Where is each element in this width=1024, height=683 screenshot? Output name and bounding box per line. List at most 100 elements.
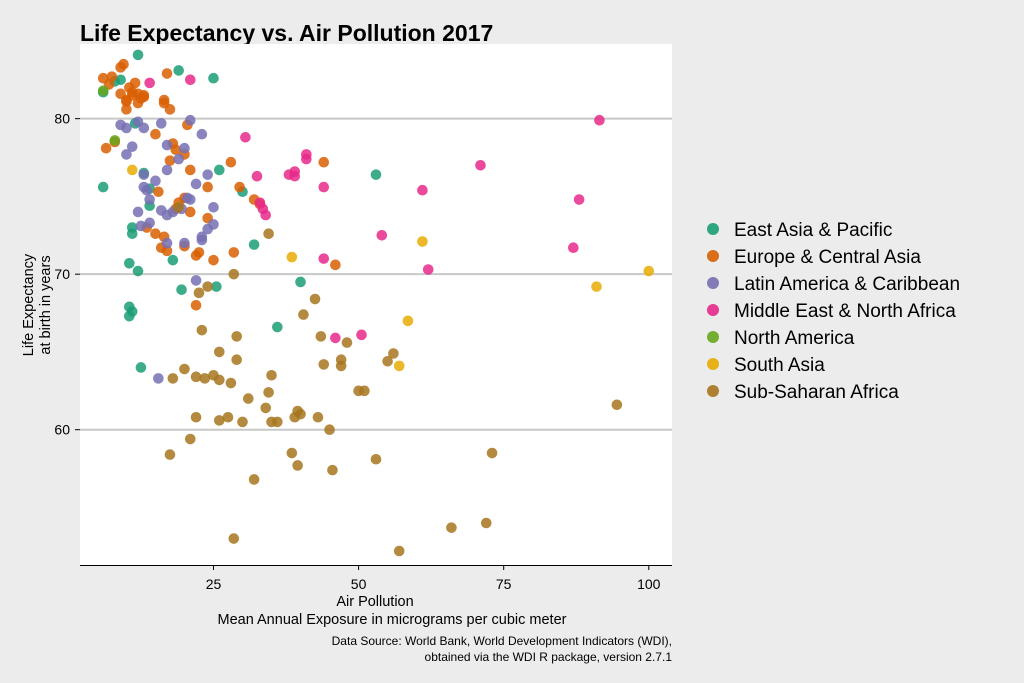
data-point-sub-saharan-africa bbox=[370, 453, 382, 465]
data-point-latin-america-caribbean bbox=[135, 220, 147, 232]
data-point-europe-central-asia bbox=[228, 247, 240, 258]
data-point-east-asia-pacific bbox=[135, 362, 147, 373]
data-point-europe-central-asia bbox=[193, 247, 205, 258]
legend-marker-sub-saharan-africa bbox=[707, 385, 719, 397]
legend-label-middle-east-north-africa: Middle East & North Africa bbox=[734, 301, 956, 322]
data-point-latin-america-caribbean bbox=[173, 153, 184, 165]
data-point-south-asia bbox=[286, 251, 298, 263]
data-point-latin-america-caribbean bbox=[161, 237, 173, 249]
data-point-east-asia-pacific bbox=[248, 239, 260, 250]
data-point-latin-america-caribbean bbox=[126, 141, 138, 152]
y-axis-subtitle: at birth in years bbox=[38, 255, 54, 354]
y-axis-title: Life Expectancy bbox=[21, 253, 37, 356]
data-point-latin-america-caribbean bbox=[190, 178, 202, 190]
data-point-south-asia bbox=[402, 315, 414, 327]
data-point-sub-saharan-africa bbox=[309, 293, 321, 305]
data-point-south-asia bbox=[643, 265, 655, 277]
legend-marker-latin-america-caribbean bbox=[707, 277, 719, 289]
data-point-sub-saharan-africa bbox=[611, 399, 623, 411]
data-point-europe-central-asia bbox=[208, 254, 219, 266]
data-point-sub-saharan-africa bbox=[260, 402, 272, 414]
data-point-sub-saharan-africa bbox=[393, 545, 405, 557]
data-point-europe-central-asia bbox=[184, 164, 196, 176]
y-tick-label: 80 bbox=[54, 111, 70, 127]
data-point-latin-america-caribbean bbox=[132, 206, 144, 218]
data-point-sub-saharan-africa bbox=[286, 447, 298, 459]
data-point-latin-america-caribbean bbox=[153, 373, 164, 384]
data-point-latin-america-caribbean bbox=[202, 169, 213, 180]
legend-label-sub-saharan-africa: Sub-Saharan Africa bbox=[734, 382, 899, 403]
data-point-south-asia bbox=[417, 236, 428, 247]
data-point-latin-america-caribbean bbox=[161, 139, 173, 151]
data-point-sub-saharan-africa bbox=[266, 369, 277, 381]
data-point-europe-central-asia bbox=[150, 128, 161, 140]
data-point-east-asia-pacific bbox=[295, 276, 306, 288]
x-tick-label: 50 bbox=[351, 576, 367, 592]
data-point-latin-america-caribbean bbox=[144, 194, 155, 205]
data-point-sub-saharan-africa bbox=[213, 415, 225, 426]
data-point-middle-east-north-africa bbox=[594, 114, 605, 126]
data-point-latin-america-caribbean bbox=[179, 237, 190, 249]
data-point-south-asia bbox=[126, 164, 138, 176]
legend-label-latin-america-caribbean: Latin America & Caribbean bbox=[734, 274, 960, 295]
data-point-latin-america-caribbean bbox=[121, 149, 132, 160]
data-point-east-asia-pacific bbox=[126, 228, 138, 240]
data-point-europe-central-asia bbox=[106, 71, 118, 82]
data-point-latin-america-caribbean bbox=[141, 184, 153, 196]
data-point-east-asia-pacific bbox=[132, 49, 144, 61]
data-point-latin-america-caribbean bbox=[190, 275, 202, 286]
data-point-latin-america-caribbean bbox=[138, 122, 150, 134]
data-point-south-asia bbox=[591, 281, 602, 292]
data-point-middle-east-north-africa bbox=[422, 264, 434, 275]
data-point-sub-saharan-africa bbox=[190, 411, 202, 423]
legend-marker-middle-east-north-africa bbox=[707, 304, 719, 316]
data-point-middle-east-north-africa bbox=[568, 242, 579, 254]
data-point-sub-saharan-africa bbox=[359, 385, 370, 397]
data-point-middle-east-north-africa bbox=[251, 170, 263, 182]
legend-marker-europe-central-asia bbox=[707, 250, 719, 262]
data-point-europe-central-asia bbox=[126, 86, 138, 98]
gridlines bbox=[80, 117, 672, 431]
data-point-europe-central-asia bbox=[161, 245, 173, 257]
data-point-middle-east-north-africa bbox=[330, 332, 341, 344]
data-point-sub-saharan-africa bbox=[248, 474, 260, 485]
data-point-sub-saharan-africa bbox=[480, 517, 492, 529]
data-point-middle-east-north-africa bbox=[417, 184, 428, 196]
data-point-europe-central-asia bbox=[161, 68, 173, 79]
data-point-east-asia-pacific bbox=[211, 281, 222, 292]
data-point-europe-central-asia bbox=[330, 259, 341, 271]
data-point-sub-saharan-africa bbox=[167, 373, 179, 384]
data-point-middle-east-north-africa bbox=[289, 170, 301, 182]
data-point-sub-saharan-africa bbox=[272, 416, 283, 428]
x-tick-label: 75 bbox=[496, 576, 512, 592]
x-axis-title: Air Pollution bbox=[336, 594, 413, 610]
data-point-latin-america-caribbean bbox=[155, 118, 167, 129]
data-point-latin-america-caribbean bbox=[121, 122, 132, 134]
data-point-middle-east-north-africa bbox=[318, 181, 330, 193]
legend-label-europe-central-asia: Europe & Central Asia bbox=[734, 247, 921, 268]
data-point-europe-central-asia bbox=[153, 186, 164, 198]
data-point-sub-saharan-africa bbox=[202, 281, 213, 292]
data-point-latin-america-caribbean bbox=[208, 219, 219, 230]
data-point-europe-central-asia bbox=[100, 142, 112, 154]
caption-line-2: obtained via the WDI R package, version … bbox=[425, 650, 673, 664]
data-point-middle-east-north-africa bbox=[301, 153, 312, 165]
x-axis-subtitle: Mean Annual Exposure in micrograms per c… bbox=[218, 612, 567, 628]
data-point-sub-saharan-africa bbox=[298, 309, 309, 320]
data-point-europe-central-asia bbox=[138, 91, 150, 103]
data-point-sub-saharan-africa bbox=[193, 287, 205, 299]
data-point-sub-saharan-africa bbox=[184, 433, 196, 445]
data-point-east-asia-pacific bbox=[124, 310, 135, 322]
data-point-middle-east-north-africa bbox=[573, 194, 585, 205]
data-point-sub-saharan-africa bbox=[335, 360, 347, 372]
y-tick-label: 70 bbox=[54, 266, 70, 282]
data-point-europe-central-asia bbox=[115, 88, 126, 100]
data-point-latin-america-caribbean bbox=[179, 142, 190, 154]
data-point-sub-saharan-africa bbox=[164, 449, 176, 460]
data-point-sub-saharan-africa bbox=[213, 374, 225, 386]
data-point-sub-saharan-africa bbox=[190, 371, 202, 383]
data-point-sub-saharan-africa bbox=[237, 416, 248, 428]
data-point-sub-saharan-africa bbox=[324, 424, 335, 435]
data-point-sub-saharan-africa bbox=[228, 533, 240, 544]
